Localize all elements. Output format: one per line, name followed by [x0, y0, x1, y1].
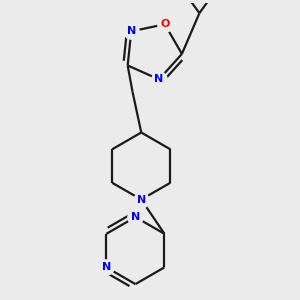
Text: N: N — [154, 74, 164, 84]
Text: N: N — [131, 212, 140, 222]
Text: N: N — [102, 262, 111, 272]
Text: N: N — [136, 195, 146, 205]
Text: O: O — [160, 19, 170, 29]
Text: N: N — [127, 26, 136, 36]
